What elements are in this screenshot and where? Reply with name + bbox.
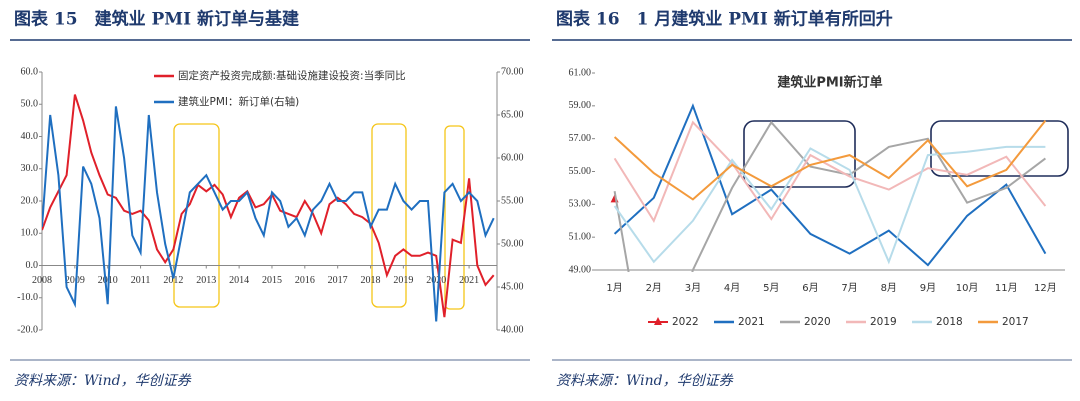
legend-label: 固定资产投资完成额:基础设施建设投资:当季同比 bbox=[178, 69, 406, 82]
x-tick-label: 1月 bbox=[606, 282, 622, 294]
legend-label: 2017 bbox=[1002, 316, 1029, 328]
x-tick-label: 2011 bbox=[131, 275, 151, 286]
x-tick-label: 2014 bbox=[229, 275, 249, 286]
y-tick-label: 40.0 bbox=[21, 131, 39, 142]
x-tick-label: 2013 bbox=[196, 275, 216, 286]
legend-label: 2018 bbox=[936, 316, 963, 328]
line bbox=[613, 103, 1047, 267]
chart-title: 建筑业PMI新订单 bbox=[777, 75, 882, 91]
y-tick-label: 50.0 bbox=[21, 99, 39, 110]
y-tick-label: 10.0 bbox=[21, 228, 39, 239]
line bbox=[613, 120, 1047, 272]
x-tick-label: 9月 bbox=[920, 282, 936, 294]
y-tick-label: 59.00 bbox=[569, 100, 592, 111]
x-tick-label: 2018 bbox=[361, 275, 381, 286]
y-tick-label: 61.00 bbox=[569, 67, 592, 78]
y-tick-label: 55.00 bbox=[569, 166, 592, 177]
x-tick-label: 4月 bbox=[724, 282, 740, 294]
plot bbox=[610, 103, 1047, 272]
legend-swatch bbox=[654, 317, 662, 325]
y2-tick-label: 50.00 bbox=[501, 238, 524, 249]
legend-label: 2022 bbox=[672, 316, 699, 328]
x-tick-label: 2021 bbox=[459, 275, 479, 286]
y-tick-label: 49.00 bbox=[569, 264, 592, 275]
y-tick-label: 30.0 bbox=[21, 163, 39, 174]
line bbox=[613, 120, 1047, 224]
legend-label: 2021 bbox=[738, 316, 765, 328]
line bbox=[613, 119, 1047, 201]
plot bbox=[42, 94, 495, 322]
y-tick-label: 60.0 bbox=[21, 66, 39, 77]
highlight-boxes bbox=[743, 120, 1069, 188]
x-tick-label: 3月 bbox=[685, 282, 701, 294]
x-tick-label: 6月 bbox=[802, 282, 818, 294]
source: 资料来源：Wind，华创证券 bbox=[14, 373, 192, 389]
x-tick-label: 2008 bbox=[32, 275, 52, 286]
x-tick-label: 2月 bbox=[646, 282, 662, 294]
y-tick-label: 20.0 bbox=[21, 195, 39, 206]
x-tick-label: 8月 bbox=[881, 282, 897, 294]
x-tick-label: 2012 bbox=[163, 275, 183, 286]
x-tick-label: 2019 bbox=[393, 275, 413, 286]
highlight-boxes bbox=[173, 123, 465, 310]
x-tick-label: 2017 bbox=[328, 275, 348, 286]
panel-title: 图表 16 1 月建筑业 PMI 新订单有所回升 bbox=[556, 9, 893, 30]
y-tick-label: 53.00 bbox=[569, 199, 592, 210]
y-tick-label: 57.00 bbox=[569, 133, 592, 144]
x-tick-label: 2015 bbox=[262, 275, 282, 286]
x-tick-label: 5月 bbox=[763, 282, 779, 294]
line bbox=[42, 106, 495, 322]
y2-tick-label: 60.00 bbox=[501, 152, 524, 163]
x-tick-label: 7月 bbox=[841, 282, 857, 294]
legend-label: 2020 bbox=[804, 316, 831, 328]
y-tick-label: -20.0 bbox=[17, 324, 38, 335]
y-tick-label: 51.00 bbox=[569, 231, 592, 242]
legend-label: 建筑业PMI：新订单(右轴) bbox=[178, 95, 299, 108]
panel-title: 图表 15 建筑业 PMI 新订单与基建 bbox=[14, 9, 299, 30]
x-tick-label: 10月 bbox=[956, 282, 979, 294]
source: 资料来源：Wind，华创证券 bbox=[556, 373, 734, 389]
x-tick-label: 2020 bbox=[426, 275, 446, 286]
x-tick-label: 11月 bbox=[995, 282, 1018, 294]
y-tick-label: 0.0 bbox=[26, 260, 39, 271]
y2-tick-label: 45.00 bbox=[501, 281, 524, 292]
y2-tick-label: 65.00 bbox=[501, 109, 524, 120]
x-tick-label: 2016 bbox=[295, 275, 315, 286]
line bbox=[42, 94, 495, 318]
x-tick-label: 12月 bbox=[1034, 282, 1057, 294]
y2-tick-label: 70.00 bbox=[501, 66, 524, 77]
legend-label: 2019 bbox=[870, 316, 897, 328]
y2-tick-label: 55.00 bbox=[501, 195, 524, 206]
y2-tick-label: 40.00 bbox=[501, 324, 524, 335]
x-tick-label: 2009 bbox=[65, 275, 85, 286]
y-tick-label: -10.0 bbox=[17, 292, 38, 303]
